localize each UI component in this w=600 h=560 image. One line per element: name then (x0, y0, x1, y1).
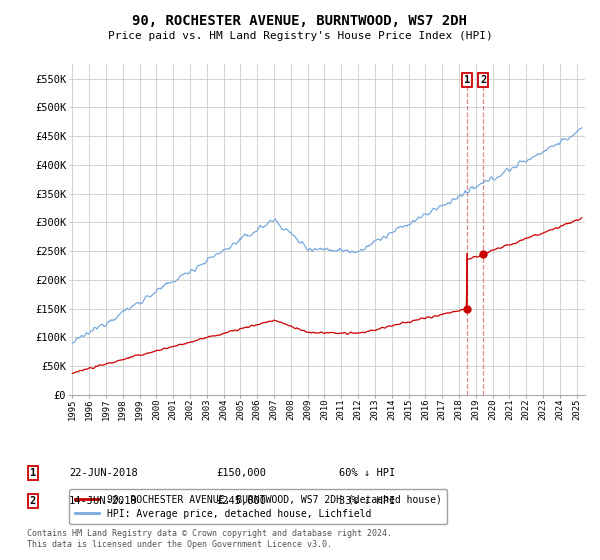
Text: 14-JUN-2019: 14-JUN-2019 (69, 496, 138, 506)
Text: 33% ↓ HPI: 33% ↓ HPI (339, 496, 395, 506)
Legend: 90, ROCHESTER AVENUE, BURNTWOOD, WS7 2DH (detached house), HPI: Average price, d: 90, ROCHESTER AVENUE, BURNTWOOD, WS7 2DH… (69, 489, 448, 524)
Text: 22-JUN-2018: 22-JUN-2018 (69, 468, 138, 478)
Text: 1: 1 (464, 75, 470, 85)
Text: 2: 2 (30, 496, 36, 506)
Text: 90, ROCHESTER AVENUE, BURNTWOOD, WS7 2DH: 90, ROCHESTER AVENUE, BURNTWOOD, WS7 2DH (133, 14, 467, 28)
Text: £150,000: £150,000 (216, 468, 266, 478)
Text: 2: 2 (480, 75, 487, 85)
Text: Price paid vs. HM Land Registry's House Price Index (HPI): Price paid vs. HM Land Registry's House … (107, 31, 493, 41)
Text: 1: 1 (30, 468, 36, 478)
Text: 60% ↓ HPI: 60% ↓ HPI (339, 468, 395, 478)
Text: Contains HM Land Registry data © Crown copyright and database right 2024.
This d: Contains HM Land Registry data © Crown c… (27, 529, 392, 549)
Text: £245,000: £245,000 (216, 496, 266, 506)
